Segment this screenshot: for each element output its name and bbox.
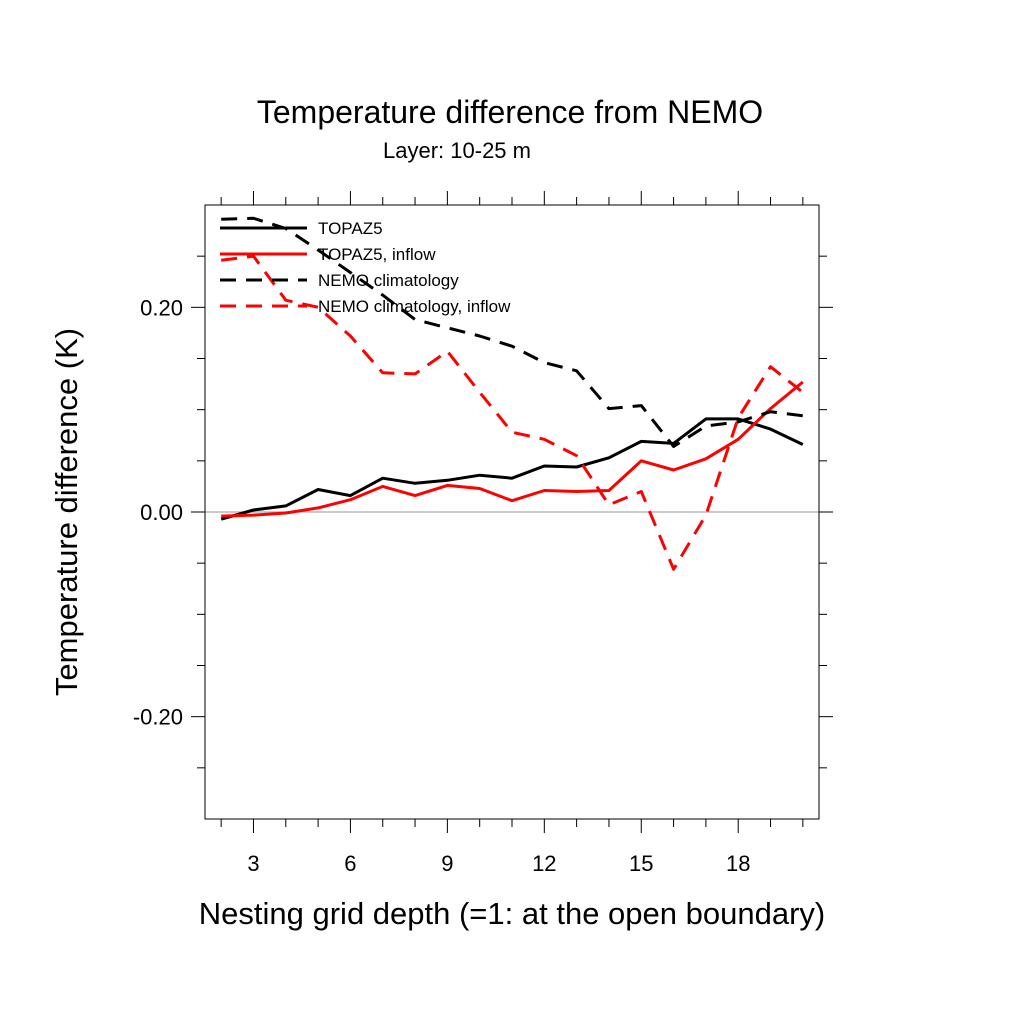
series-line-1: [220, 417, 804, 521]
plot-area: -0.20 0.00 0.20 3 6 9 12 15 18 TOPAZ5 TOPAZ5, infl…: [133, 191, 833, 876]
legend-label-1: TOPAZ5: [318, 219, 383, 238]
x-tick-label: 6: [344, 851, 356, 876]
x-tick-label: 9: [441, 851, 453, 876]
series-line-3: [221, 216, 803, 448]
x-axis-label: Nesting grid depth (=1: at the open boun…: [199, 896, 825, 931]
x-tick-label: 18: [726, 851, 750, 876]
y-tick-label: 0.20: [140, 295, 183, 320]
legend-label-2: TOPAZ5, inflow: [318, 245, 436, 264]
x-tick-label: 15: [629, 851, 653, 876]
chart-title: Temperature difference from NEMO: [257, 94, 763, 130]
y-tick-label: 0.00: [140, 500, 183, 525]
legend-label-3: NEMO climatology: [318, 271, 459, 290]
x-tick-label: 12: [532, 851, 556, 876]
series-line-4: [221, 254, 804, 571]
x-tick-label: 3: [247, 851, 259, 876]
y-tick-label: -0.20: [133, 705, 183, 730]
series-line-2: [221, 380, 804, 518]
legend-label-4: NEMO climatology, inflow: [318, 297, 511, 316]
y-axis-label: Temperature difference (K): [49, 328, 84, 696]
chart-subtitle: Layer: 10-25 m: [383, 138, 531, 163]
